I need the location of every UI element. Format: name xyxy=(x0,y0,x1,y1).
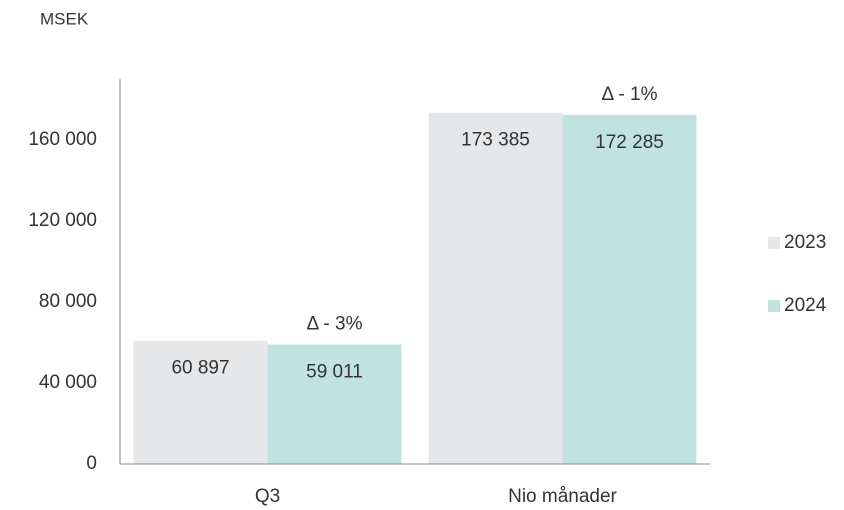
bar xyxy=(562,114,697,465)
legend-swatch xyxy=(768,300,780,312)
y-axis-label: MSEK xyxy=(40,9,89,28)
bar xyxy=(428,112,563,464)
bar xyxy=(267,344,402,464)
y-tick-label: 120 000 xyxy=(28,210,97,231)
y-tick-label: 40 000 xyxy=(39,372,97,393)
legend-swatch xyxy=(768,237,780,249)
value-label: 59 011 xyxy=(306,361,363,382)
value-label: 173 385 xyxy=(461,130,530,151)
x-tick-label: Q3 xyxy=(255,486,280,507)
annotation: Δ - 3% xyxy=(307,313,363,334)
legend-label: 2023 xyxy=(784,232,826,253)
legend-label: 2024 xyxy=(784,295,827,316)
value-label: 172 285 xyxy=(595,132,664,153)
value-label: 60 897 xyxy=(171,358,229,379)
bar xyxy=(133,340,268,464)
x-tick-label: Nio månader xyxy=(508,486,617,507)
annotation: Δ - 1% xyxy=(602,84,658,105)
y-tick-label: 0 xyxy=(86,453,97,474)
y-tick-label: 80 000 xyxy=(39,291,97,312)
y-tick-label: 160 000 xyxy=(28,129,97,150)
